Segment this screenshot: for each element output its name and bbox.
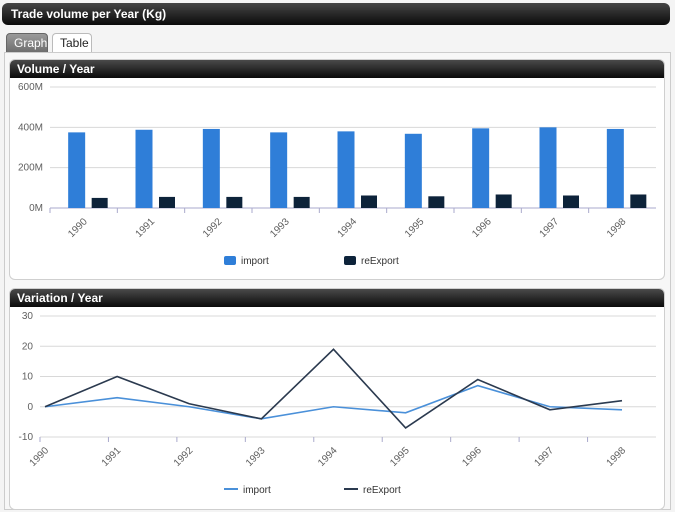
tab-table[interactable]: Table xyxy=(52,33,92,53)
y-tick-label: 0M xyxy=(29,203,43,214)
legend-label-reExport: reExport xyxy=(363,485,401,496)
bar-import-1991 xyxy=(135,129,153,208)
bar-import-1994 xyxy=(337,131,355,208)
series-line-import xyxy=(44,384,623,420)
variation-chart-panel: Variation / Year -10 0 10 20 30 1990 1991 1992 1… xyxy=(9,288,665,510)
bar-import-1992 xyxy=(202,128,220,208)
x-tick-label: 1998 xyxy=(605,216,629,240)
x-tick-label: 1995 xyxy=(403,216,427,240)
x-tick-label: 1997 xyxy=(532,445,556,469)
x-tick-label: 1990 xyxy=(66,216,90,240)
y-tick-label: 30 xyxy=(22,311,34,322)
y-tick-label: 200M xyxy=(18,163,43,174)
legend-label-reExport: reExport xyxy=(361,256,399,267)
x-tick-label: 1993 xyxy=(268,216,292,240)
x-tick-label: 1993 xyxy=(244,445,268,469)
y-tick-label: 20 xyxy=(22,341,34,352)
x-tick-label: 1990 xyxy=(28,445,52,469)
bar-reExport-1990 xyxy=(91,197,108,208)
legend-label-import: import xyxy=(241,256,269,267)
x-tick-label: 1992 xyxy=(201,216,225,240)
legend-swatch-import xyxy=(224,256,236,265)
page-title: Trade volume per Year (Kg) xyxy=(2,3,670,25)
bar-reExport-1993 xyxy=(293,196,310,208)
y-tick-label: 400M xyxy=(18,122,43,133)
x-tick-label: 1994 xyxy=(336,216,360,240)
tab-graph[interactable]: Graph xyxy=(6,33,48,53)
bar-import-1993 xyxy=(270,132,288,208)
bar-import-1996 xyxy=(472,128,490,208)
bar-reExport-1997 xyxy=(563,195,579,208)
x-tick-label: 1992 xyxy=(172,445,196,469)
volume-chart-title: Volume / Year xyxy=(10,60,664,78)
x-tick-label: 1994 xyxy=(316,445,340,469)
series-line-reExport xyxy=(44,348,623,429)
legend-label-import: import xyxy=(243,485,271,496)
bar-reExport-1994 xyxy=(361,195,377,208)
variation-chart-title: Variation / Year xyxy=(10,289,664,307)
x-tick-label: 1996 xyxy=(460,445,484,469)
volume-chart: 0M 200M 400M 600M 1990 1991 1992 1993 1994 1995 19… xyxy=(18,82,656,267)
y-tick-label: 10 xyxy=(22,372,34,383)
volume-chart-panel: Volume / Year 0M 200M 400M 600M 1990 1991 1992… xyxy=(9,59,665,280)
y-tick-label: -10 xyxy=(19,432,34,443)
x-tick-label: 1991 xyxy=(100,445,124,469)
y-tick-label: 600M xyxy=(18,82,43,93)
bar-reExport-1992 xyxy=(226,196,243,208)
x-tick-label: 1997 xyxy=(538,216,562,240)
bar-reExport-1998 xyxy=(630,194,647,208)
y-tick-label: 0 xyxy=(27,402,33,413)
x-tick-label: 1995 xyxy=(388,445,412,469)
bar-import-1998 xyxy=(606,128,624,208)
x-tick-label: 1991 xyxy=(134,216,158,240)
bar-import-1995 xyxy=(404,133,422,208)
bar-import-1997 xyxy=(539,127,557,208)
x-tick-label: 1996 xyxy=(470,216,494,240)
bar-reExport-1995 xyxy=(428,196,445,208)
legend-swatch-reExport xyxy=(344,256,356,265)
bar-import-1990 xyxy=(68,132,86,208)
bar-reExport-1996 xyxy=(495,194,512,208)
variation-chart: -10 0 10 20 30 1990 1991 1992 1993 1994 1995 1996 19… xyxy=(19,311,656,496)
bar-reExport-1991 xyxy=(159,196,175,208)
x-tick-label: 1998 xyxy=(605,445,629,469)
